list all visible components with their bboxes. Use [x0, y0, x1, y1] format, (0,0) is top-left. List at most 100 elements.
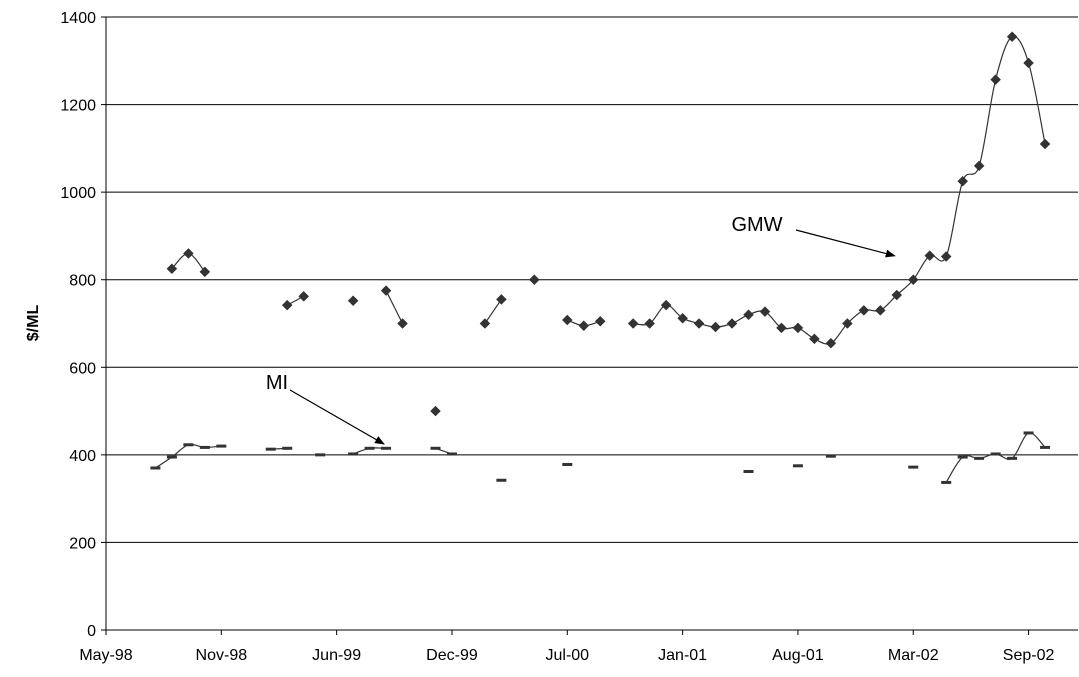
data-point — [298, 290, 310, 302]
data-point — [990, 452, 1001, 456]
data-point — [446, 452, 457, 456]
data-point — [990, 74, 1001, 85]
data-point — [430, 405, 441, 417]
data-point — [743, 309, 754, 321]
annotations: GMW MI — [266, 214, 896, 445]
data-point — [1007, 456, 1018, 460]
data-point — [347, 295, 359, 307]
data-point — [908, 465, 919, 469]
data-point — [1039, 138, 1051, 150]
data-point — [1023, 431, 1034, 435]
data-point — [974, 456, 985, 460]
data-point — [627, 318, 639, 329]
data-point — [858, 305, 870, 316]
gridlines — [106, 16, 1078, 543]
data-point — [348, 452, 359, 456]
y-tick-label: 200 — [69, 535, 96, 552]
data-point — [397, 318, 408, 329]
y-tick-labels: 0 200 400 600 800 1000 1200 1400 — [60, 10, 96, 640]
x-tick-label: Jul-00 — [545, 647, 589, 664]
data-point — [973, 160, 985, 172]
series-line — [155, 443, 222, 469]
data-point — [562, 462, 573, 466]
data-point — [265, 447, 276, 451]
data-point — [199, 445, 210, 449]
data-point — [924, 250, 936, 261]
data-point — [1040, 445, 1051, 449]
data-point — [166, 263, 178, 275]
data-point — [759, 306, 771, 318]
data-point — [726, 318, 738, 329]
data-point — [183, 248, 194, 259]
data-point — [282, 446, 293, 450]
data-point — [940, 251, 952, 262]
x-tick-label: Sep-02 — [1003, 647, 1055, 664]
y-tick-label: 600 — [69, 360, 96, 377]
x-tick-labels: May-98 Nov-98 Jun-99 Dec-99 Jul-00 Jan-01 Aug-… — [79, 647, 1055, 664]
data-point — [315, 453, 326, 457]
series-mi — [150, 431, 1051, 484]
data-point — [216, 444, 227, 448]
y-tick-label: 400 — [69, 448, 96, 465]
data-point — [809, 333, 820, 345]
annotation-gmw-arrow — [795, 229, 896, 258]
data-point — [710, 321, 721, 333]
x-tick-label: Dec-99 — [426, 647, 478, 664]
data-point — [891, 289, 903, 301]
data-point — [776, 322, 787, 334]
data-point — [281, 299, 293, 311]
series-line — [385, 290, 404, 324]
series-line — [484, 299, 502, 324]
data-point — [1023, 57, 1034, 69]
x-tick-label: Jun-99 — [312, 647, 361, 664]
series-line — [633, 35, 1046, 345]
data-point — [528, 274, 540, 286]
data-point — [825, 337, 837, 349]
x-tick-label: Aug-01 — [772, 647, 824, 664]
data-point — [166, 455, 177, 459]
data-point — [825, 454, 836, 458]
x-tick-label: Nov-98 — [196, 647, 248, 664]
y-axis-label: $/ML — [25, 305, 42, 342]
x-tick-label: Mar-02 — [888, 647, 939, 664]
x-tick-label: May-98 — [79, 647, 132, 664]
data-point — [644, 318, 656, 329]
data-point — [792, 464, 803, 468]
data-point — [677, 312, 688, 324]
data-point — [150, 466, 161, 470]
data-point — [1006, 31, 1018, 43]
data-point — [693, 318, 705, 329]
data-point — [743, 469, 754, 473]
data-point — [874, 305, 886, 316]
y-tick-label: 800 — [69, 273, 96, 290]
data-point — [957, 175, 969, 187]
data-point — [430, 446, 441, 450]
data-point — [380, 285, 392, 297]
y-tick-label: 1200 — [60, 98, 96, 115]
data-point — [594, 315, 606, 327]
annotation-mi-label: MI — [266, 372, 288, 394]
data-point — [792, 322, 804, 334]
data-point — [561, 314, 573, 326]
data-point — [907, 274, 919, 286]
annotation-mi-arrow — [289, 389, 385, 445]
x-tick-label: Jan-01 — [658, 647, 707, 664]
data-point — [199, 266, 211, 278]
data-point — [364, 446, 375, 450]
data-point — [842, 318, 853, 329]
y-tick-label: 1400 — [60, 10, 96, 27]
data-point — [183, 443, 194, 447]
data-point — [479, 318, 491, 329]
y-tick-label: 0 — [87, 623, 96, 640]
data-point — [496, 478, 507, 482]
series-gmw — [166, 31, 1051, 417]
data-point — [957, 455, 968, 459]
data-point — [660, 299, 672, 311]
annotation-gmw-label: GMW — [731, 214, 782, 236]
data-point — [381, 446, 392, 450]
axes — [101, 16, 1078, 635]
data-point — [941, 480, 952, 484]
data-point — [578, 320, 590, 332]
